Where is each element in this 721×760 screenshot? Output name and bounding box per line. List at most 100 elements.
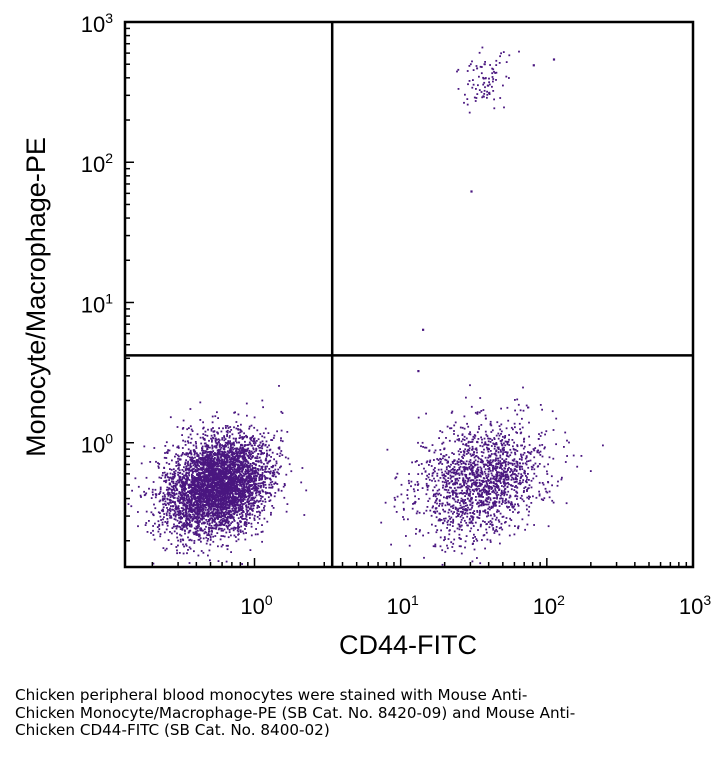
event-dot: [174, 489, 176, 492]
event-dot: [217, 545, 219, 548]
event-dot: [227, 450, 229, 453]
event-dot: [231, 503, 234, 506]
event-dot: [248, 493, 251, 495]
event-dot: [202, 433, 205, 435]
event-dot: [194, 500, 197, 502]
event-dot: [186, 507, 189, 510]
event-dot: [225, 445, 227, 447]
event-dot: [230, 444, 232, 447]
event-dot: [247, 513, 250, 516]
event-dot: [202, 498, 205, 501]
event-dot: [255, 469, 257, 472]
event-dot: [224, 441, 227, 444]
event-dot: [205, 525, 207, 528]
event-dot: [205, 468, 208, 471]
event-dot: [173, 476, 176, 479]
event-dot: [185, 524, 188, 527]
event-dot: [237, 504, 240, 507]
event-dot: [180, 534, 183, 537]
event-dot: [184, 468, 187, 470]
event-dot: [462, 477, 465, 480]
event-dot: [225, 502, 228, 505]
event-dot: [210, 428, 213, 431]
event-dot: [208, 439, 210, 442]
event-dot: [216, 505, 218, 508]
event-dot: [219, 490, 222, 493]
event-dot: [187, 510, 190, 513]
event-dot: [482, 501, 485, 504]
event-dot: [231, 481, 234, 484]
event-dot: [249, 464, 251, 467]
event-dot: [250, 453, 253, 455]
event-dot: [169, 496, 172, 498]
event-dot: [207, 467, 210, 469]
event-dot: [240, 473, 242, 476]
event-dot: [239, 484, 241, 487]
event-dot: [224, 522, 227, 525]
event-dot: [252, 472, 255, 475]
event-dot: [201, 462, 204, 465]
event-dot: [480, 410, 483, 412]
event-dot: [264, 427, 267, 430]
event-dot: [242, 478, 244, 480]
event-dot: [232, 441, 235, 444]
event-dot: [249, 507, 251, 510]
event-dot: [194, 520, 197, 523]
event-dot: [206, 444, 209, 447]
event-dot: [462, 481, 465, 483]
event-dot: [216, 490, 219, 493]
event-dot: [235, 474, 237, 477]
event-dot: [240, 520, 242, 523]
event-dot: [252, 440, 254, 443]
event-dot: [238, 479, 241, 482]
event-dot: [232, 497, 235, 500]
event-dot: [227, 440, 230, 442]
event-dot: [434, 512, 437, 514]
event-dot: [191, 456, 193, 459]
event-dot: [249, 468, 252, 471]
event-dot: [189, 463, 192, 466]
event-dot: [179, 492, 182, 495]
event-dot: [187, 495, 190, 498]
event-dot: [184, 440, 187, 443]
event-dot: [205, 450, 208, 453]
event-dot: [198, 465, 201, 467]
event-dot: [281, 440, 284, 443]
event-dot: [215, 452, 217, 455]
event-dot: [210, 471, 213, 474]
event-dot: [233, 484, 236, 487]
event-dot: [223, 456, 226, 458]
event-dot: [185, 519, 187, 522]
event-dot: [182, 499, 185, 502]
event-dot: [279, 466, 281, 469]
event-dot: [236, 468, 239, 471]
event-dot: [207, 495, 210, 498]
event-dot: [487, 440, 490, 443]
event-dot: [258, 517, 261, 520]
event-dot: [241, 481, 244, 484]
event-dot: [196, 520, 199, 523]
event-dot: [189, 466, 192, 469]
event-dot: [259, 492, 262, 494]
event-dot: [165, 547, 168, 550]
event-dot: [473, 437, 476, 439]
event-dot: [177, 505, 180, 508]
event-dot: [273, 483, 276, 485]
event-dot: [227, 482, 230, 484]
event-dot: [453, 453, 455, 455]
event-dot: [212, 509, 215, 511]
event-dot: [173, 530, 176, 533]
event-dot: [462, 450, 465, 452]
event-dot: [268, 483, 271, 486]
event-dot: [215, 498, 217, 501]
event-dot: [163, 498, 165, 500]
event-dot: [242, 448, 245, 450]
event-dot: [227, 443, 229, 446]
event-dot: [223, 447, 225, 449]
event-dot: [216, 455, 219, 457]
event-dot: [516, 445, 519, 448]
event-dot: [251, 456, 254, 459]
event-dot: [166, 507, 168, 509]
event-dot: [205, 506, 207, 509]
event-dot: [245, 476, 248, 479]
